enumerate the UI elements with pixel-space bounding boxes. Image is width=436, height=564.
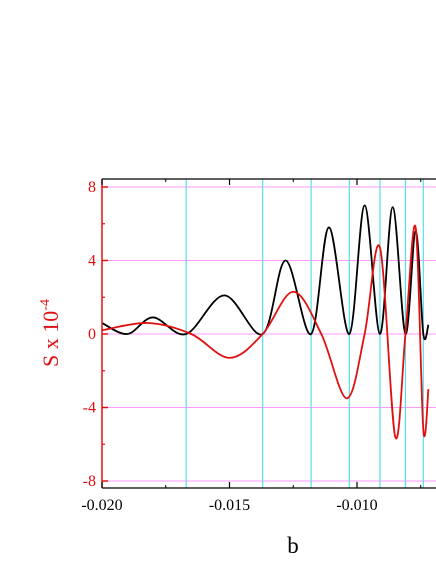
horizontal-grid bbox=[102, 186, 436, 482]
y-axis-title-base: S x 10 bbox=[38, 311, 63, 367]
y-tick-label-0: 8 bbox=[88, 179, 96, 196]
x-ticks: -0.020 -0.015 -0.010 bbox=[81, 179, 422, 514]
series-line-1 bbox=[102, 224, 430, 440]
y-tick-label-3: -4 bbox=[83, 400, 96, 417]
x-tick-label-0: -0.020 bbox=[81, 497, 122, 514]
x-axis-title: b bbox=[287, 533, 299, 558]
y-ticks: 8 4 0 -4 -8 bbox=[83, 179, 108, 490]
y-axis-title-exponent: -4 bbox=[38, 299, 53, 311]
y-axis-title: S x 10-4 bbox=[38, 299, 63, 367]
x-tick-label-1: -0.015 bbox=[209, 497, 250, 514]
y-tick-label-4: -8 bbox=[83, 473, 96, 490]
y-tick-label-1: 4 bbox=[88, 253, 96, 270]
x-tick-label-2: -0.010 bbox=[336, 497, 377, 514]
series-line-0 bbox=[102, 204, 430, 341]
series-layer bbox=[102, 204, 430, 440]
y-tick-label-2: 0 bbox=[88, 326, 96, 343]
